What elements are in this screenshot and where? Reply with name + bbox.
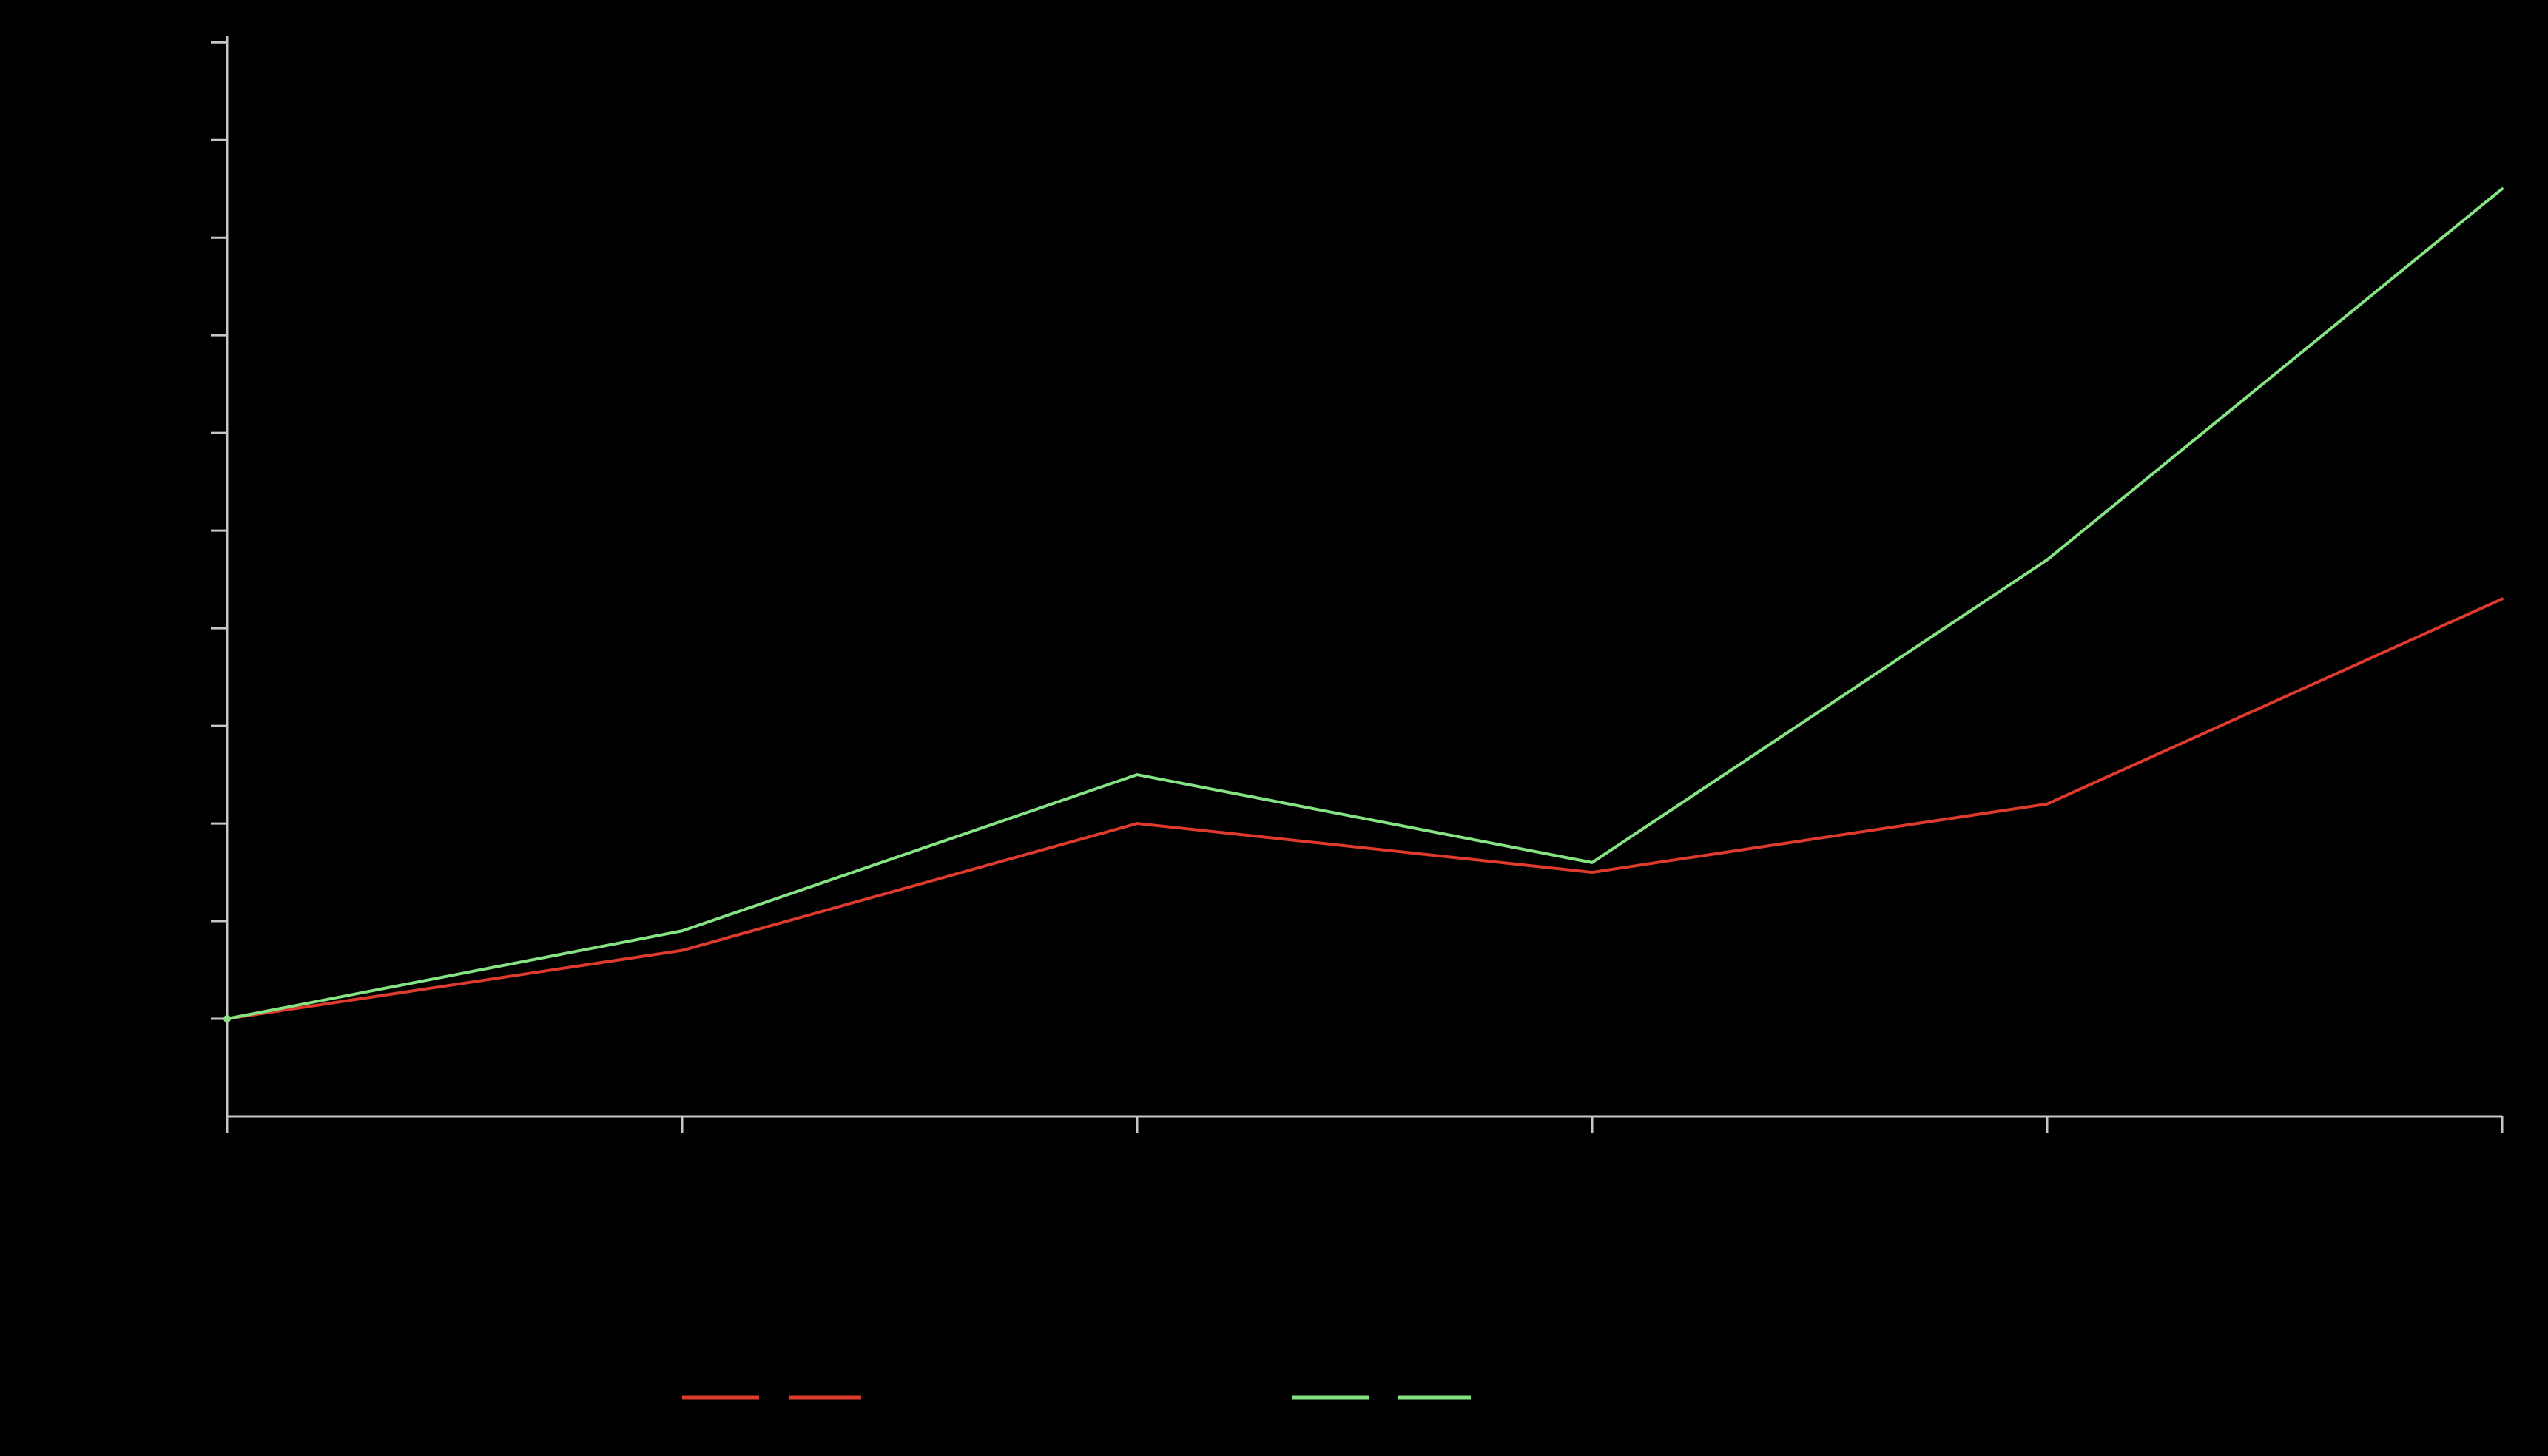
series-line-0 [226, 597, 2504, 1021]
series-start-point-1 [223, 1015, 231, 1023]
series-line-1 [226, 187, 2504, 1021]
